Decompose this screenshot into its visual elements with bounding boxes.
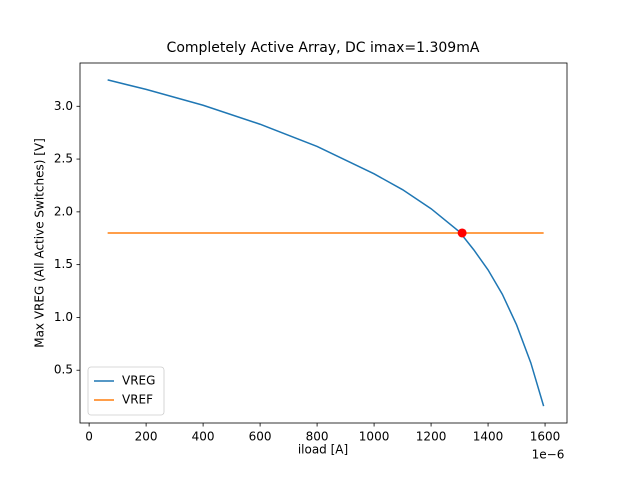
x-offset-text: 1e−6 [532, 448, 565, 462]
x-tick-label: 200 [135, 430, 158, 444]
y-tick-label: 2.5 [54, 152, 73, 166]
x-tick-label: 1200 [416, 430, 447, 444]
x-tick-label: 400 [192, 430, 215, 444]
y-tick-label: 1.5 [54, 257, 73, 271]
y-tick-label: 0.5 [54, 363, 73, 377]
axes-frame [79, 62, 568, 424]
x-tick-label: 1600 [530, 430, 561, 444]
x-tick-label: 1000 [359, 430, 390, 444]
legend-label: VREF [122, 393, 153, 407]
chart-title: Completely Active Array, DC imax=1.309mA [167, 40, 480, 56]
x-tick-label: 1400 [473, 430, 504, 444]
legend-box [87, 366, 165, 416]
y-tick-label: 2.0 [54, 204, 73, 218]
x-tick-label: 600 [249, 430, 272, 444]
x-axis-label: iload [A] [298, 443, 348, 457]
series-line [107, 79, 545, 407]
x-tick-label: 800 [306, 430, 329, 444]
y-tick-label: 1.0 [54, 310, 73, 324]
legend-label: VREG [122, 374, 155, 388]
x-tick-label: 0 [85, 430, 93, 444]
y-axis-label: Max VREG (All Active Switches) [V] [33, 138, 47, 348]
crossing-point [457, 228, 467, 238]
y-tick-label: 3.0 [54, 99, 73, 113]
